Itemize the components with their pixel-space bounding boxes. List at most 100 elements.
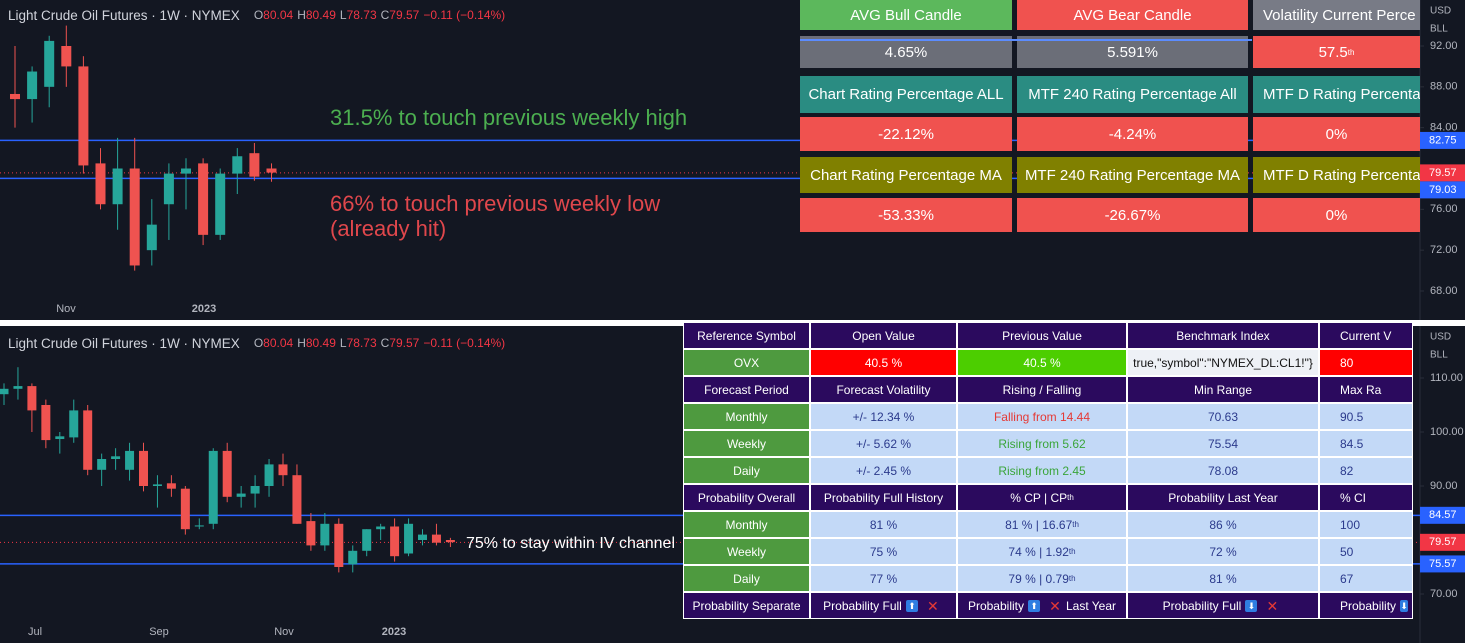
candle-body <box>129 168 140 266</box>
cell-superscript: th <box>1068 547 1076 556</box>
cell-text: 80 <box>1340 355 1354 370</box>
cell-text: AVG Bull Candle <box>850 6 962 24</box>
candle-body <box>166 483 176 489</box>
cell-text: MTF 240 Rating Percentage MA <box>1024 166 1241 184</box>
candle-body <box>249 153 260 177</box>
table-cell: 80 <box>1319 349 1413 376</box>
ohlc-value: 78.73 <box>347 8 377 22</box>
table-cell: AVG Bear Candle <box>1017 0 1248 30</box>
cell-text: 77 % <box>869 571 898 586</box>
table-cell: -53.33% <box>800 198 1012 232</box>
table-cell: Reference Symbol <box>683 322 810 349</box>
ohlc-key: C <box>381 8 390 22</box>
ohlc-key: L <box>340 8 347 22</box>
candle-body <box>404 523 414 554</box>
ohlc-value: 80.49 <box>306 8 336 22</box>
cell-text: 81 % <box>1209 571 1237 586</box>
table-cell: 86 % <box>1127 511 1319 538</box>
table-cell: Rising from 2.45 <box>957 457 1127 484</box>
cell-text: Probability Full <box>1162 598 1242 613</box>
icon: ⬆ <box>905 599 918 612</box>
cell-text: 81 % | 16.67 <box>1005 517 1073 532</box>
cell-text: -4.24% <box>1108 125 1157 143</box>
table-cell: 75 % <box>810 538 957 565</box>
cell-text: Chart Rating Percentage MA <box>810 166 1002 184</box>
table-cell: -22.12% <box>800 117 1012 151</box>
table-cell: 100 <box>1319 511 1413 538</box>
cell-text: OVX <box>733 355 760 370</box>
candle-body <box>376 526 386 530</box>
candle-body <box>55 436 65 440</box>
currency: USD <box>1430 6 1451 17</box>
ohlc-key: O <box>254 8 263 22</box>
symbol-title: Light Crude Oil Futures · 1W · NYMEX <box>8 336 240 351</box>
y-tick-label: 92.00 <box>1430 40 1458 52</box>
table-cell: 67 <box>1319 565 1413 592</box>
table-cell: Chart Rating Percentage MA <box>800 157 1012 193</box>
table-cell: 72 % <box>1127 538 1319 565</box>
candle-body <box>111 456 121 459</box>
table-cell: Weekly <box>683 430 810 457</box>
ohlc-value: 80.04 <box>263 8 293 22</box>
table-cell: Current V <box>1319 322 1413 349</box>
candle-body <box>208 450 218 524</box>
candle-body <box>139 450 148 486</box>
cell-text: 78.08 <box>1207 463 1239 478</box>
table-cell: 75.54 <box>1127 430 1319 457</box>
cell-text: Probability Last Year <box>1168 490 1278 505</box>
candle-body <box>236 493 246 497</box>
table-cell: Probability Full ⬇ ✕ <box>1127 592 1319 619</box>
candle-body <box>198 163 209 235</box>
cell-text: 50 <box>1340 544 1354 559</box>
candle-body <box>163 173 174 205</box>
price-label: 84.57 <box>1429 509 1457 521</box>
table-cell: true,"symbol":"NYMEX_DL:CL1!"} <box>1127 349 1319 376</box>
table-cell: 81 % <box>1127 565 1319 592</box>
cell-text: 40.5 % <box>1023 355 1061 370</box>
cell-text: MTF D Rating Percenta <box>1263 166 1420 184</box>
table-cell: 57.5 th <box>1253 36 1420 68</box>
table-cell: Benchmark Index <box>1127 322 1319 349</box>
cell-text: Benchmark Index <box>1176 328 1270 343</box>
cell-text: 5.591% <box>1107 43 1158 61</box>
table-cell: Monthly <box>683 511 810 538</box>
cell-text: 57.5 <box>1318 43 1348 61</box>
candle-body <box>250 486 260 494</box>
y-tick-label: 110.00 <box>1430 372 1463 384</box>
icon: ⬇ <box>1245 599 1258 612</box>
cell-text: Probability Overall <box>697 490 796 505</box>
candle-body <box>112 168 123 205</box>
cell-text: Probability Full <box>823 598 902 613</box>
candle-body <box>152 484 162 486</box>
cell-text: Last Year <box>1065 598 1117 613</box>
x-tick-label: Jul <box>28 626 42 638</box>
table-cell: Falling from 14.44 <box>957 403 1127 430</box>
cell-text: Rising from 2.45 <box>998 463 1086 478</box>
table-cell: Probability Overall <box>683 484 810 511</box>
cell-text: MTF D Rating Percenta <box>1263 86 1420 103</box>
table-cell: Forecast Period <box>683 376 810 403</box>
icon: ✕ <box>1266 597 1279 614</box>
cell-text: 70.63 <box>1207 409 1239 424</box>
price-label-bg <box>1420 555 1465 573</box>
table-cell: OVX <box>683 349 810 376</box>
ohlc-key: C <box>381 336 390 350</box>
candle-body <box>44 40 55 87</box>
cell-text: Current V <box>1340 328 1392 343</box>
candle-body <box>13 386 23 389</box>
table-cell: 81 % | 16.67 th <box>957 511 1127 538</box>
cell-text: 90.5 <box>1340 409 1364 424</box>
cell-text: Falling from 14.44 <box>993 409 1091 424</box>
cell-text: Rising from 5.62 <box>998 436 1086 451</box>
price-label-bg <box>1420 533 1465 551</box>
y-tick-label: 72.00 <box>1430 244 1458 256</box>
table-cell: Probability Separate <box>683 592 810 619</box>
table-cell: Daily <box>683 565 810 592</box>
ohlc-key: H <box>297 8 306 22</box>
cell-superscript: th <box>1067 493 1074 502</box>
table-cell: Chart Rating Percentage ALL <box>800 76 1012 113</box>
cell-superscript: th <box>1347 47 1355 57</box>
cell-text: 4.65% <box>884 43 928 61</box>
cell-text: Min Range <box>1193 382 1253 397</box>
